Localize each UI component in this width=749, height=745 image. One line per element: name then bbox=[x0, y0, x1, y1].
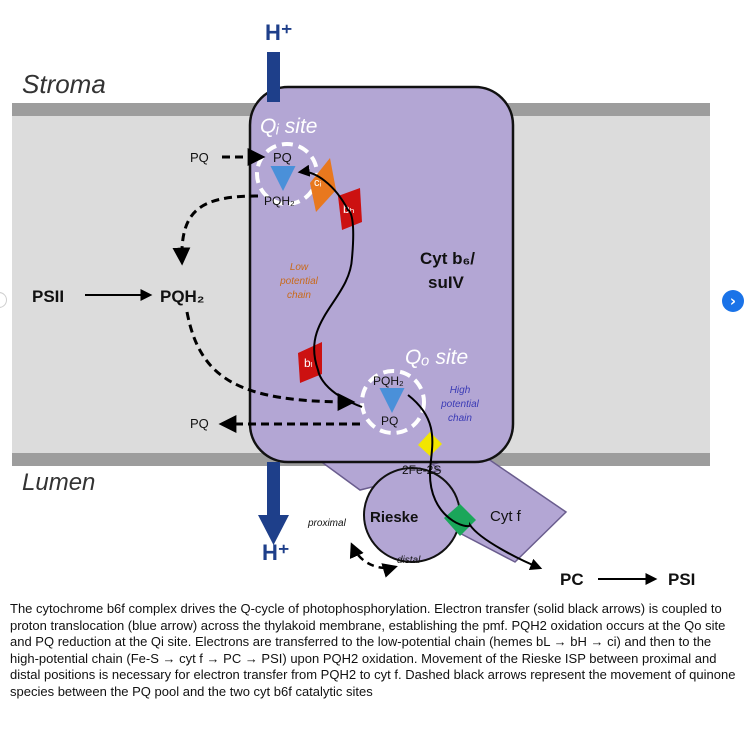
next-button[interactable]: › bbox=[722, 290, 744, 312]
bl-heme bbox=[298, 342, 322, 383]
pc-label: PC bbox=[560, 570, 584, 589]
qi-to-pqh2-pool-arrow bbox=[172, 194, 259, 266]
proton-channel bbox=[258, 52, 289, 545]
fes-label: 2Fe-2S bbox=[402, 463, 441, 477]
cytf-label: Cyt f bbox=[490, 508, 522, 525]
cytb6-label: Cyt b₆/ bbox=[420, 249, 475, 268]
figure-caption: The cytochrome b6f complex drives the Q-… bbox=[10, 601, 736, 699]
psi-label: PSI bbox=[668, 570, 695, 589]
rieske-label: Rieske bbox=[370, 509, 418, 526]
rieske-movement-arrow bbox=[349, 542, 398, 578]
electron-path-low bbox=[297, 164, 363, 408]
proton-bottom-label: H⁺ bbox=[262, 540, 290, 565]
high-potential-line: potential bbox=[440, 399, 480, 410]
qi-site-label: Qᵢ site bbox=[260, 115, 317, 138]
pq-pool-bottom: PQ bbox=[190, 416, 209, 431]
low-potential-label: Low potential chain bbox=[279, 262, 319, 301]
low-potential-line: potential bbox=[279, 276, 319, 287]
qo-site-label: Qₒ site bbox=[405, 346, 468, 369]
proton-top-label: H⁺ bbox=[265, 20, 293, 45]
proximal-label: proximal bbox=[307, 518, 347, 529]
pqh2-pool-label: PQH₂ bbox=[160, 287, 204, 306]
bh-label: bₕ bbox=[343, 202, 355, 216]
qo-pq: PQ bbox=[381, 414, 398, 428]
psii-label: PSII bbox=[32, 287, 64, 306]
stroma-label: Stroma bbox=[22, 69, 106, 99]
high-potential-line: chain bbox=[448, 413, 472, 424]
lumen-label: Lumen bbox=[22, 469, 95, 496]
qo-site-circle bbox=[360, 369, 426, 435]
bh-heme bbox=[338, 188, 362, 230]
qi-pqh2: PQH₂ bbox=[264, 194, 295, 208]
high-potential-line: High bbox=[450, 385, 471, 396]
cytb6f-diagram: H⁺ H⁺ Stroma Lumen Qᵢ site PQ PQH₂ cᵢ bₕ… bbox=[12, 20, 710, 589]
electron-path-high bbox=[407, 394, 543, 571]
distal-label: distal bbox=[397, 555, 421, 566]
cytf-heme bbox=[444, 504, 476, 536]
fes-cluster bbox=[418, 432, 442, 456]
bl-label: bₗ bbox=[304, 356, 313, 370]
pqh2-to-qo-arrow bbox=[185, 311, 356, 411]
pq-pool-top: PQ bbox=[190, 150, 209, 165]
chevron-right-icon: › bbox=[729, 291, 737, 310]
high-potential-label: High potential chain bbox=[440, 385, 480, 424]
qo-pqh2: PQH₂ bbox=[373, 374, 404, 388]
ci-label: cᵢ bbox=[314, 177, 322, 189]
ci-heme bbox=[310, 158, 336, 212]
low-potential-line: Low bbox=[290, 262, 309, 273]
qi-site-circle bbox=[255, 142, 319, 206]
qi-pq: PQ bbox=[273, 150, 292, 165]
low-potential-line: chain bbox=[287, 290, 311, 301]
suiv-label: suIV bbox=[428, 273, 465, 292]
